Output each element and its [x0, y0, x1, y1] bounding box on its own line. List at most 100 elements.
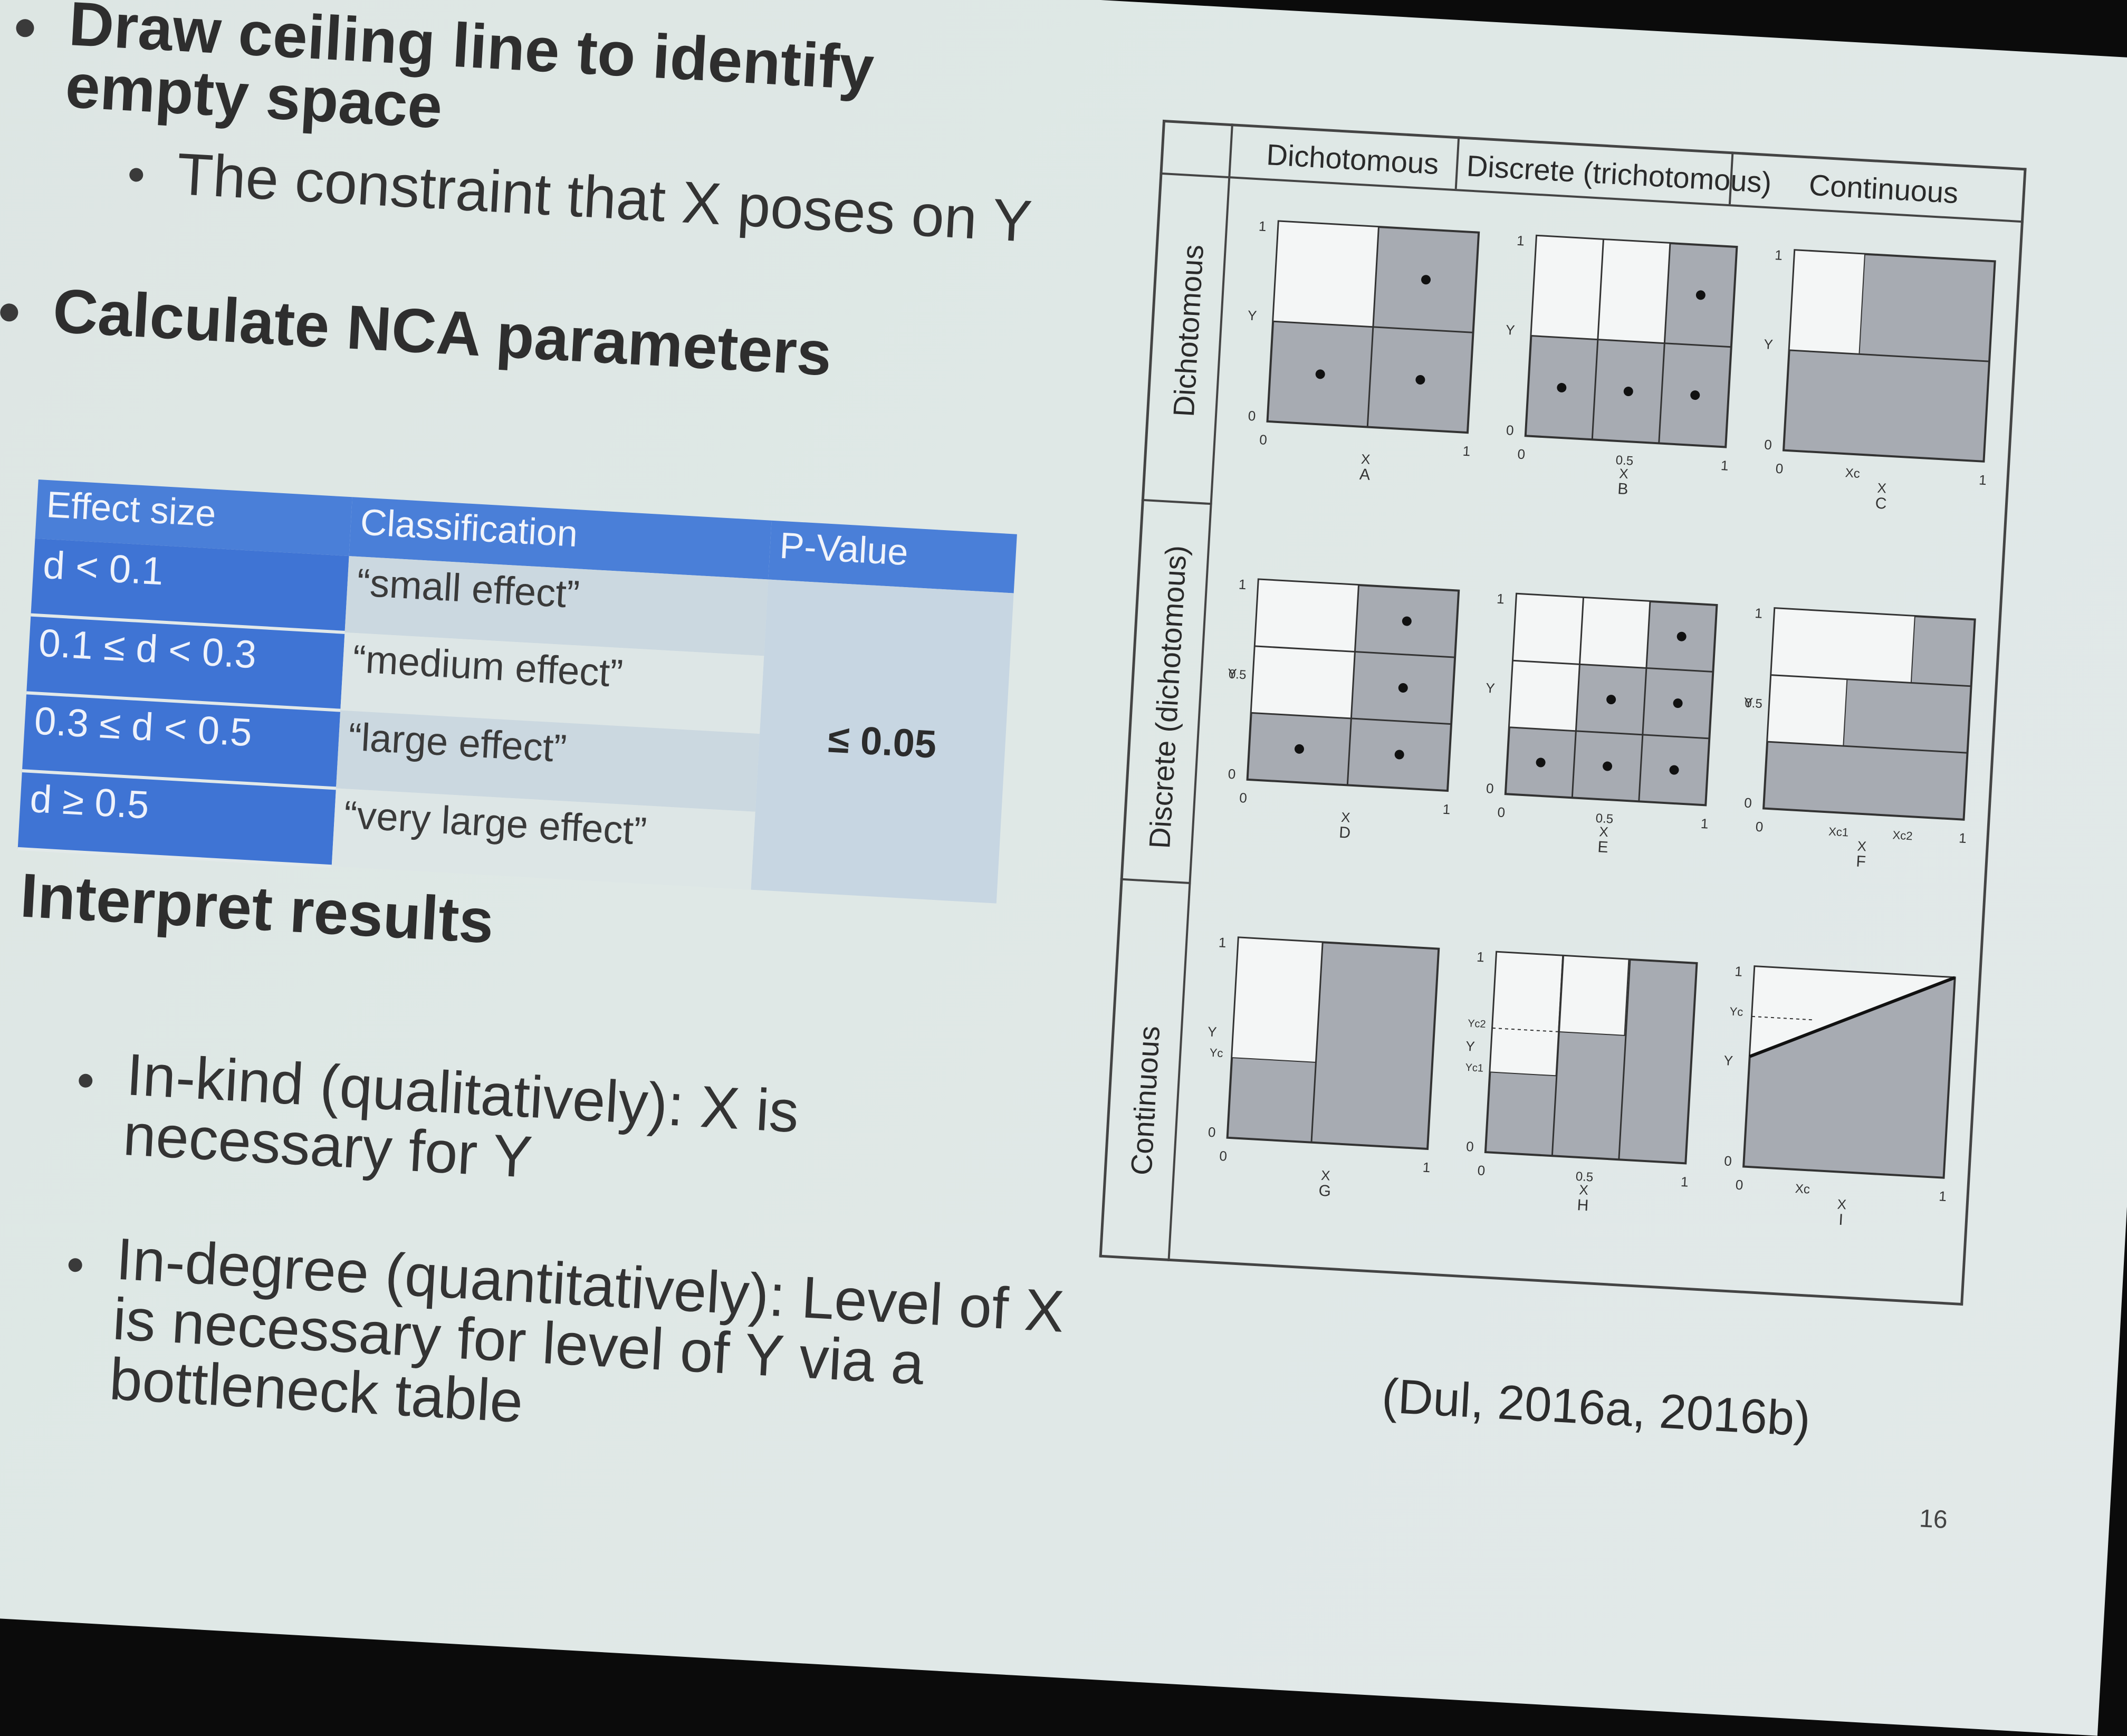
data-point: [1402, 616, 1412, 626]
tick-label: 1: [1938, 1188, 1947, 1204]
tick-label: 0: [1724, 1153, 1732, 1169]
citation: (Dul, 2016a, 2016b): [1380, 1368, 1812, 1447]
bullet-dot: [68, 1258, 83, 1272]
tick-label: 0.5: [1615, 453, 1634, 468]
tick-label: 0: [1208, 1124, 1216, 1140]
tick-label: 0: [1497, 804, 1506, 820]
grid-line: [1571, 597, 1585, 798]
data-point: [1695, 290, 1706, 300]
axis-label-x: X: [1340, 809, 1350, 826]
data-point: [1315, 369, 1325, 379]
panel-letter: C: [1875, 494, 1887, 512]
tick-label: 1: [1218, 934, 1227, 951]
tick-label: 0: [1219, 1148, 1228, 1164]
dashed-line: [1492, 1027, 1559, 1032]
nca-parameter-table: Effect size Classification P-Value d < 0…: [17, 479, 1017, 905]
axis-label-x: X: [1877, 480, 1887, 496]
tick-label: Yc1: [1465, 1062, 1484, 1075]
tick-label: 1: [1258, 218, 1267, 234]
data-point: [1394, 750, 1404, 760]
panel-set: 01XAY010.501XBY01Xc01XCY010.501XDY010.50…: [1207, 218, 1996, 1229]
panel-letter: A: [1359, 466, 1371, 484]
empty-cell: [1788, 250, 1866, 355]
ceiling-line: [1749, 976, 1956, 1058]
empty-cell: [1508, 660, 1580, 732]
panel-letter: H: [1577, 1196, 1589, 1214]
grid-line: [1509, 726, 1710, 740]
axis-label-y: Y: [1465, 1038, 1476, 1054]
tick-label: 1: [1516, 233, 1525, 249]
bullet-dot: [15, 18, 35, 38]
tick-label: 1: [1422, 1159, 1431, 1176]
page-number: 16: [1918, 1504, 1949, 1534]
tick-label: 1: [1442, 801, 1451, 818]
tick-label: 0: [1477, 1162, 1486, 1178]
bullet-in-degree: In-degree (quantitatively): Level of X i…: [108, 1225, 1066, 1435]
grid-line: [1638, 601, 1651, 802]
tick-label: 0: [1259, 431, 1268, 448]
grid-line: [1789, 349, 1990, 362]
axis-label-y: Y: [1743, 694, 1754, 711]
empty-cell: [1489, 951, 1564, 1077]
grid-line: [1767, 741, 1968, 754]
axis-label-y: Y: [1247, 308, 1257, 324]
empty-cell: [1770, 608, 1915, 684]
grid-line: [1618, 959, 1631, 1160]
tick-label: Xc: [1795, 1182, 1810, 1197]
empty-cell: [1767, 674, 1848, 747]
tick-label: 1: [1496, 591, 1505, 607]
tick-label: 0: [1735, 1177, 1743, 1193]
tick-label: 0: [1239, 790, 1248, 806]
axis-label-x: X: [1857, 838, 1867, 855]
data-point: [1536, 757, 1546, 768]
data-point: [1415, 375, 1425, 385]
axis-label-y: Y: [1723, 1052, 1733, 1069]
tick-label: 0: [1517, 446, 1526, 462]
grid-line: [1512, 659, 1713, 673]
data-point: [1669, 765, 1679, 775]
grid-line: [1551, 955, 1565, 1156]
tick-label: 1: [1462, 443, 1471, 459]
data-point: [1421, 275, 1431, 285]
nca-figure-grid: Dichotomous Discrete (trichotomous) Cont…: [1099, 119, 2027, 1306]
panel-letter: F: [1856, 853, 1866, 871]
data-point: [1690, 390, 1700, 400]
data-point: [1294, 744, 1304, 754]
panel-letter: D: [1338, 824, 1350, 842]
empty-cell: [1272, 220, 1379, 328]
tick-label: 1: [1735, 963, 1743, 980]
grid-line: [1346, 584, 1360, 785]
axis-label-y: Y: [1207, 1023, 1217, 1040]
grid-line: [1273, 320, 1473, 333]
tick-label: 0: [1228, 766, 1236, 782]
bullet-in-kind: In-kind (qualitatively): X is necessary …: [121, 1041, 801, 1191]
tick-label: Yc2: [1468, 1018, 1487, 1030]
axis-label-x: X: [1837, 1196, 1847, 1213]
data-point: [1398, 683, 1408, 693]
grid-line: [1254, 645, 1455, 658]
bullet-calculate-nca: Calculate NCA parameters: [51, 276, 833, 389]
tick-label: Yc: [1729, 1005, 1743, 1019]
empty-cell: [1231, 937, 1324, 1063]
data-point: [1673, 698, 1683, 708]
tick-label: 0: [1764, 437, 1772, 453]
tick-label: 1: [1680, 1174, 1689, 1190]
tick-label: 1: [1700, 816, 1709, 832]
axis-label-x: X: [1619, 465, 1629, 482]
tick-label: Xc: [1845, 466, 1860, 481]
grid-line: [1251, 712, 1452, 725]
data-point: [1603, 761, 1613, 771]
panel-letter: G: [1318, 1182, 1331, 1200]
panel-letter: E: [1597, 838, 1609, 856]
tick-label: 0: [1775, 461, 1784, 477]
data-point: [1557, 382, 1567, 392]
axis-label-x: X: [1360, 451, 1371, 467]
tick-label: 1: [1755, 605, 1763, 621]
grid-line: [1310, 942, 1324, 1143]
axis-label-x: X: [1320, 1167, 1330, 1184]
tick-label: 1: [1978, 472, 1987, 488]
p-value-cell: ≤ 0.05: [751, 579, 1014, 904]
tick-label: 1: [1775, 247, 1783, 263]
bullet-dot: [0, 303, 19, 322]
tick-label: Xc1: [1828, 825, 1849, 839]
